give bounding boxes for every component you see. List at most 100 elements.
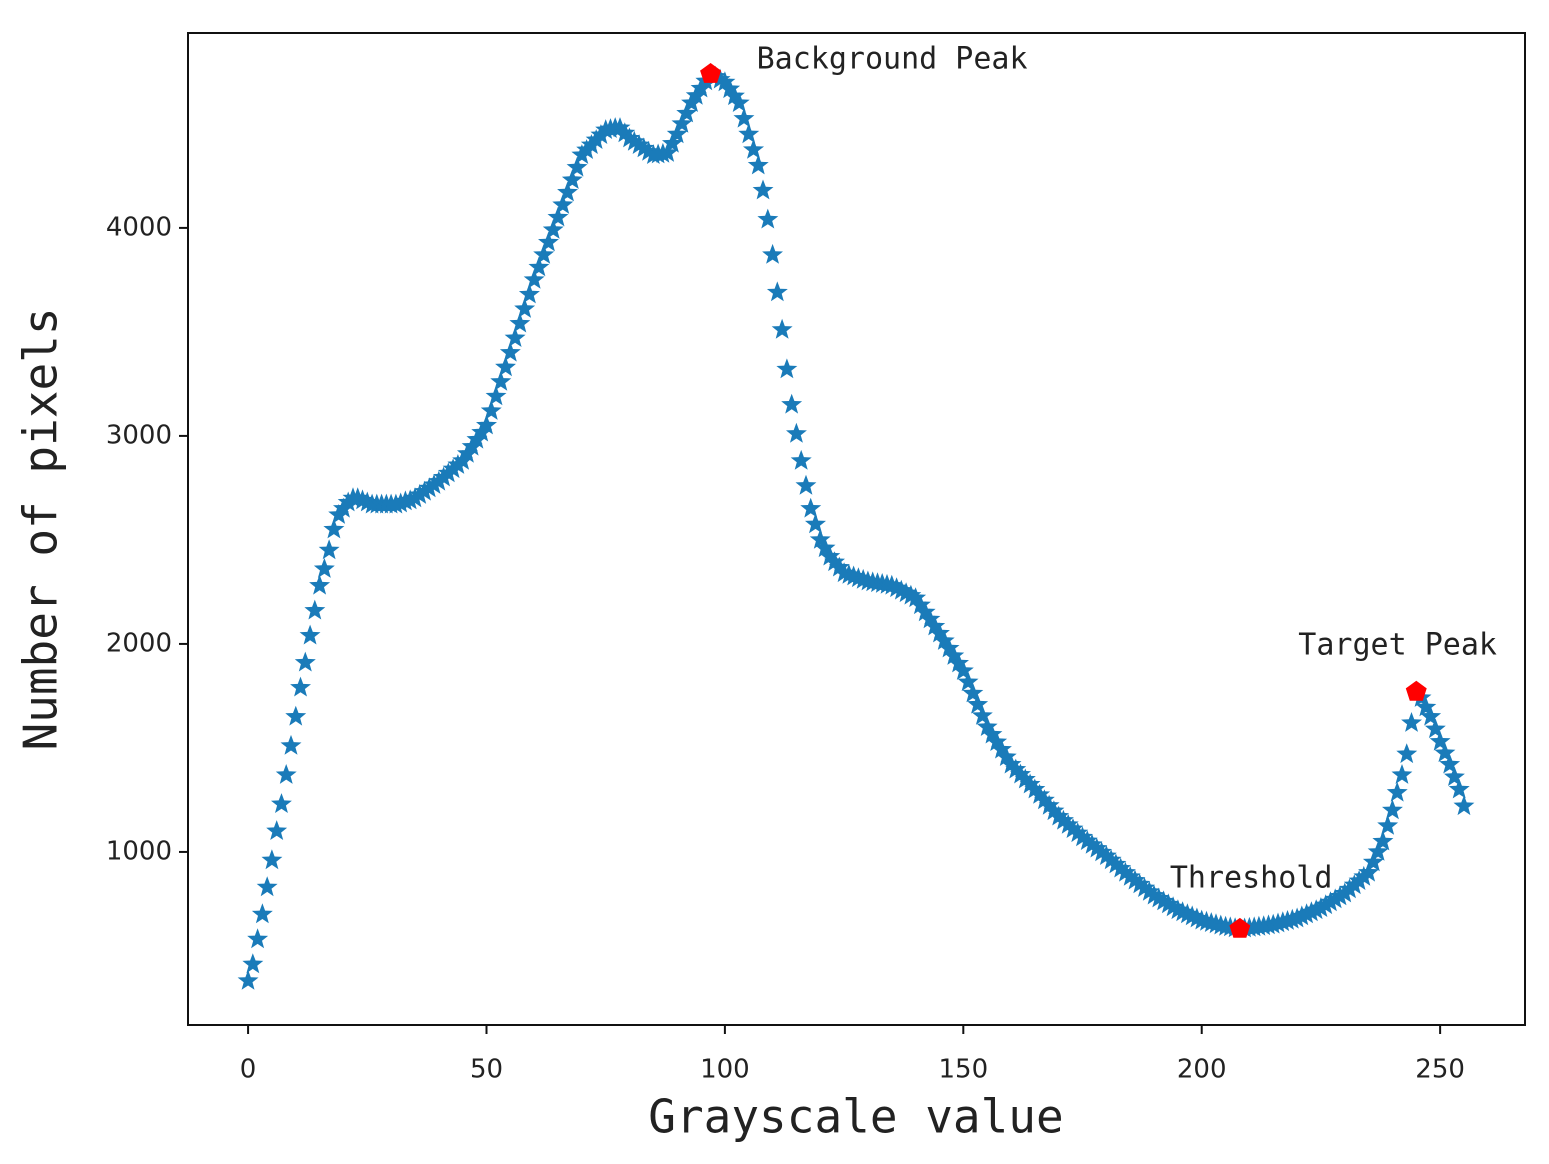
annotation-marker bbox=[700, 63, 722, 83]
point bbox=[995, 746, 1017, 766]
point bbox=[504, 327, 526, 347]
point bbox=[1138, 880, 1160, 901]
point bbox=[738, 123, 760, 144]
point bbox=[957, 671, 979, 692]
point bbox=[1143, 884, 1165, 905]
point bbox=[313, 558, 335, 578]
point bbox=[719, 78, 741, 99]
point bbox=[1119, 865, 1141, 886]
point bbox=[1320, 891, 1341, 912]
point bbox=[1100, 849, 1122, 870]
point bbox=[614, 122, 636, 143]
y-tick-label: 2000 bbox=[106, 628, 172, 658]
point bbox=[509, 312, 531, 333]
point bbox=[518, 283, 540, 304]
point bbox=[633, 137, 655, 158]
point bbox=[538, 231, 559, 252]
point bbox=[1329, 885, 1351, 906]
point bbox=[1391, 764, 1413, 784]
point bbox=[251, 903, 273, 924]
point bbox=[1043, 800, 1065, 821]
point bbox=[781, 393, 803, 414]
point bbox=[261, 849, 283, 870]
point bbox=[747, 154, 769, 175]
point bbox=[909, 594, 931, 615]
point bbox=[814, 537, 836, 558]
point bbox=[991, 738, 1012, 759]
point bbox=[1315, 894, 1337, 915]
point bbox=[514, 298, 536, 318]
point bbox=[1134, 877, 1155, 897]
plot-frame bbox=[187, 32, 1526, 1026]
point bbox=[542, 219, 564, 239]
point bbox=[1300, 901, 1322, 922]
point bbox=[1129, 873, 1151, 894]
point bbox=[1053, 809, 1074, 830]
point bbox=[1148, 887, 1170, 908]
point bbox=[1401, 712, 1422, 732]
point bbox=[1362, 851, 1384, 872]
point bbox=[728, 92, 750, 112]
point bbox=[266, 820, 288, 840]
point bbox=[1310, 897, 1332, 917]
point bbox=[1010, 763, 1031, 784]
point bbox=[762, 243, 783, 264]
point bbox=[786, 422, 807, 443]
point bbox=[824, 551, 845, 572]
x-tick-label: 0 bbox=[240, 1055, 257, 1085]
point bbox=[566, 156, 588, 177]
point bbox=[1444, 766, 1465, 786]
point bbox=[1005, 758, 1027, 779]
point bbox=[752, 179, 774, 200]
point bbox=[771, 318, 793, 339]
point bbox=[666, 123, 688, 144]
point bbox=[423, 474, 445, 494]
point bbox=[1415, 696, 1437, 717]
point bbox=[929, 622, 950, 643]
point bbox=[275, 764, 297, 784]
point bbox=[776, 358, 798, 379]
point bbox=[800, 497, 822, 518]
point bbox=[676, 102, 698, 123]
y-tick-label: 4000 bbox=[106, 212, 172, 242]
point bbox=[628, 134, 650, 154]
point bbox=[1115, 861, 1136, 882]
y-axis-label: Number of pixels bbox=[14, 307, 68, 750]
point bbox=[476, 414, 497, 435]
point bbox=[495, 356, 516, 377]
point bbox=[809, 528, 831, 549]
point bbox=[1033, 789, 1055, 810]
point bbox=[971, 704, 993, 725]
point bbox=[1153, 890, 1174, 911]
x-tick-label: 150 bbox=[938, 1055, 988, 1085]
point bbox=[819, 545, 841, 566]
point bbox=[1057, 813, 1079, 834]
point bbox=[418, 477, 440, 498]
point bbox=[552, 194, 574, 214]
point bbox=[523, 268, 545, 289]
point bbox=[709, 68, 731, 89]
point bbox=[1072, 826, 1093, 847]
point bbox=[256, 876, 278, 897]
point bbox=[1110, 857, 1132, 878]
point bbox=[795, 474, 817, 495]
point bbox=[294, 651, 316, 672]
point bbox=[919, 608, 941, 629]
point bbox=[1048, 805, 1070, 826]
point bbox=[1086, 837, 1108, 858]
point bbox=[943, 645, 965, 665]
point bbox=[323, 518, 345, 539]
point bbox=[1029, 783, 1051, 804]
point bbox=[924, 615, 946, 636]
point bbox=[318, 539, 340, 560]
point bbox=[805, 513, 826, 534]
point bbox=[724, 85, 745, 106]
point bbox=[285, 705, 307, 726]
point bbox=[247, 928, 269, 949]
x-tick-label: 100 bbox=[700, 1055, 750, 1085]
point bbox=[1429, 730, 1451, 751]
y-tick-label: 1000 bbox=[106, 836, 172, 866]
point bbox=[1358, 861, 1380, 882]
point bbox=[952, 660, 974, 680]
